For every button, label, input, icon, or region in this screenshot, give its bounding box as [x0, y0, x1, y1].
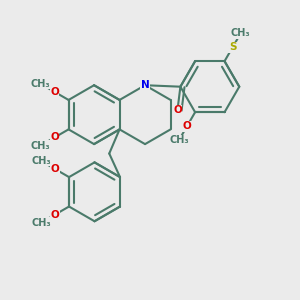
Text: O: O	[51, 210, 59, 220]
Text: O: O	[50, 87, 59, 97]
Text: CH₃: CH₃	[31, 218, 51, 228]
Text: CH₃: CH₃	[231, 28, 250, 38]
Text: N: N	[141, 80, 149, 90]
Text: O: O	[51, 164, 59, 174]
Text: CH₃: CH₃	[31, 141, 50, 151]
Text: O: O	[173, 105, 182, 115]
Text: O: O	[50, 133, 59, 142]
Text: O: O	[183, 121, 191, 131]
Text: CH₃: CH₃	[31, 156, 51, 166]
Text: CH₃: CH₃	[169, 135, 189, 145]
Text: S: S	[229, 42, 236, 52]
Text: CH₃: CH₃	[31, 79, 50, 89]
